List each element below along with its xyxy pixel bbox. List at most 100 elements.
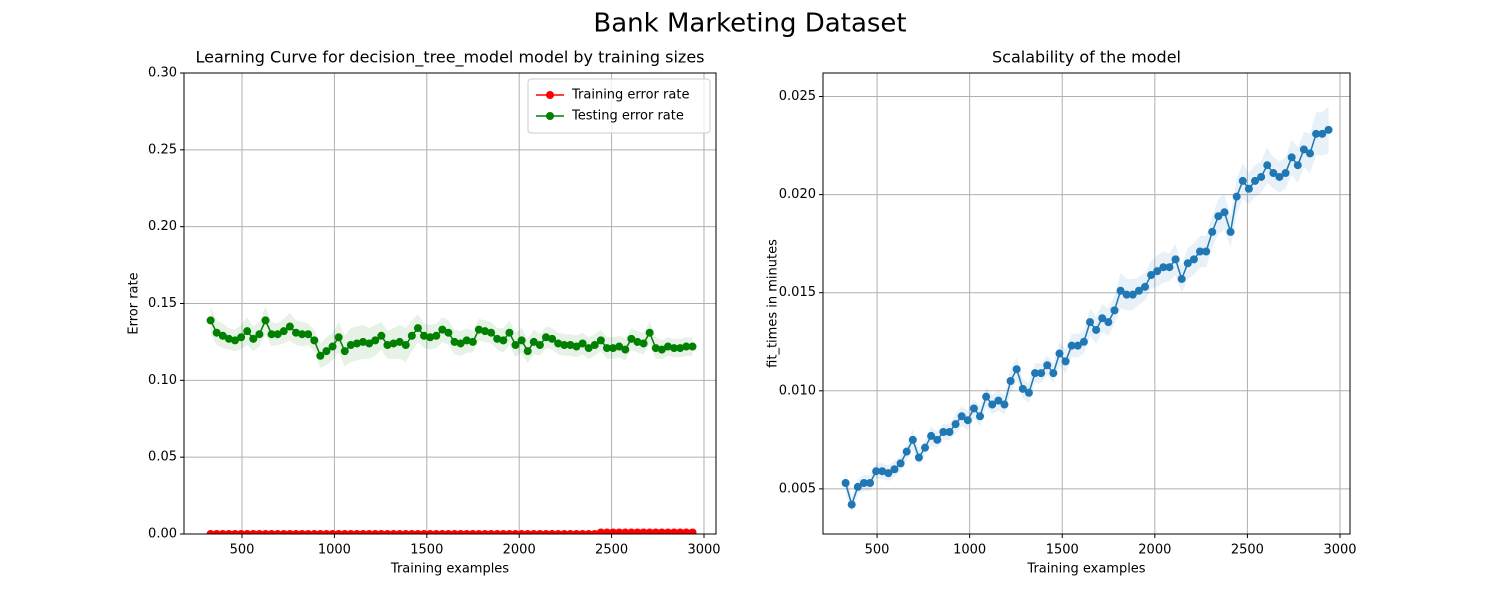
marker: [237, 333, 246, 342]
marker: [676, 344, 685, 353]
marker: [682, 528, 691, 534]
marker: [279, 327, 288, 336]
marker: [1104, 318, 1113, 327]
marker: [627, 334, 636, 343]
marker: [206, 316, 215, 325]
marker: [657, 528, 666, 534]
marker: [456, 339, 465, 348]
marker: [872, 467, 881, 476]
marker: [1263, 161, 1272, 170]
marker: [383, 340, 392, 349]
marker: [298, 330, 307, 339]
marker: [487, 328, 496, 337]
marker: [438, 325, 447, 334]
marker: [444, 328, 453, 337]
marker: [523, 530, 532, 534]
marker: [535, 340, 544, 349]
marker: [365, 339, 374, 348]
marker: [976, 412, 985, 421]
marker: [596, 336, 605, 345]
x-tick-label: 2500: [595, 543, 628, 558]
marker: [304, 530, 313, 534]
marker: [1037, 369, 1046, 378]
marker: [395, 530, 404, 534]
x-tick-label: 1500: [1046, 543, 1079, 558]
marker: [243, 327, 252, 336]
marker: [1220, 208, 1229, 217]
marker: [1031, 369, 1040, 378]
marker: [462, 530, 471, 534]
marker: [1293, 161, 1302, 170]
marker: [615, 342, 624, 351]
marker: [1306, 149, 1315, 158]
marker: [267, 530, 276, 534]
marker: [609, 344, 618, 353]
marker: [511, 340, 520, 349]
marker: [1202, 247, 1211, 256]
marker: [444, 530, 453, 534]
marker: [304, 330, 313, 339]
marker: [676, 528, 685, 534]
marker: [432, 530, 441, 534]
y-tick-label: 0.20: [148, 219, 177, 234]
marker: [1012, 365, 1021, 374]
marker: [841, 478, 850, 487]
marker: [560, 530, 569, 534]
axes-frame: [183, 72, 717, 535]
marker: [474, 325, 483, 334]
marker: [450, 337, 459, 346]
marker: [878, 467, 887, 476]
marker: [249, 530, 258, 534]
marker: [231, 336, 240, 345]
marker: [627, 528, 636, 534]
marker: [639, 528, 648, 534]
marker: [365, 530, 374, 534]
marker: [322, 347, 331, 356]
marker: [590, 530, 599, 534]
marker: [541, 333, 550, 342]
marker: [914, 453, 923, 462]
marker: [1177, 274, 1186, 283]
marker: [426, 530, 435, 534]
marker: [328, 342, 337, 351]
plot-area: [206, 306, 697, 534]
marker: [1281, 169, 1290, 178]
marker: [432, 331, 441, 340]
marker: [261, 530, 270, 534]
marker: [1049, 369, 1058, 378]
marker: [645, 528, 654, 534]
x-tick-label: 2500: [1231, 543, 1264, 558]
marker: [273, 530, 282, 534]
marker: [346, 340, 355, 349]
y-tick-label: 0.015: [779, 285, 816, 300]
marker: [1312, 129, 1321, 138]
marker: [493, 530, 502, 534]
marker: [291, 328, 300, 337]
x-tick-label: 500: [865, 543, 890, 558]
marker: [377, 331, 386, 340]
marker: [298, 530, 307, 534]
marker: [285, 322, 294, 331]
marker: [621, 345, 630, 354]
marker: [596, 528, 605, 534]
marker: [310, 336, 319, 345]
marker: [1043, 361, 1052, 370]
legend-label: Testing error rate: [571, 109, 684, 124]
marker: [633, 528, 642, 534]
marker: [657, 345, 666, 354]
marker: [517, 530, 526, 534]
marker: [651, 344, 660, 353]
marker: [316, 530, 325, 534]
marker: [572, 342, 581, 351]
marker: [584, 530, 593, 534]
marker: [554, 339, 563, 348]
marker: [615, 528, 624, 534]
marker: [1098, 314, 1107, 323]
marker: [352, 339, 361, 348]
marker: [951, 420, 960, 429]
marker: [206, 530, 215, 534]
marker: [224, 530, 233, 534]
marker: [499, 530, 508, 534]
marker: [334, 333, 343, 342]
